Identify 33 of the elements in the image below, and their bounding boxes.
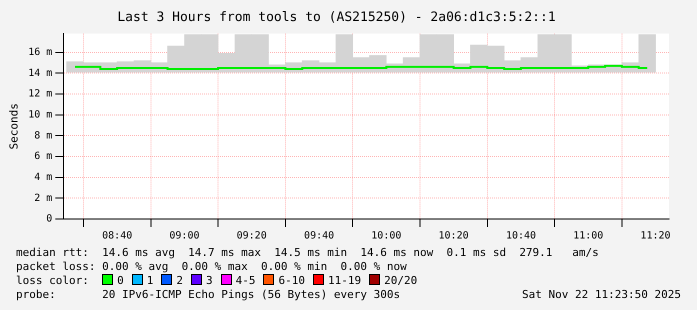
text: 20/20 bbox=[384, 274, 418, 287]
x-tick-label: 10:00 bbox=[371, 230, 402, 242]
y-tick-label: 0 bbox=[46, 214, 52, 225]
y-tick-label: 4 m bbox=[34, 172, 52, 183]
text: median rtt: 14.6 ms avg 14.7 ms max 14.5 ms min 14.6 ms now 0.1 ms sd 279.1 am/s bbox=[16, 246, 599, 260]
y-tick-label: 14 m bbox=[28, 68, 52, 79]
y-tick-label: 2 m bbox=[34, 192, 52, 204]
x-tick-label: 11:20 bbox=[640, 230, 671, 242]
text: 3 bbox=[206, 274, 213, 287]
text: 1 bbox=[146, 274, 154, 287]
y-axis-title: Seconds bbox=[7, 103, 20, 150]
text: 2 bbox=[176, 274, 183, 287]
x-tick-label: 10:40 bbox=[506, 230, 536, 242]
text: 11-19 bbox=[328, 274, 362, 287]
y-tick-label: 6 m bbox=[34, 151, 52, 162]
text: Sat Nov 22 11:23:50 2025 bbox=[522, 288, 681, 302]
x-tick-label: 09:00 bbox=[169, 230, 200, 242]
y-tick-label: 10 m bbox=[28, 109, 52, 120]
x-tick-label: 08:40 bbox=[102, 230, 132, 242]
x-tick-label: 09:40 bbox=[304, 230, 334, 242]
y-tick-label: 16 m bbox=[28, 46, 52, 58]
text: 4-5 bbox=[236, 274, 256, 287]
text: packet loss: 0.00 % avg 0.00 % max 0.00 % min 0.00 % now bbox=[16, 260, 407, 274]
x-tick-label: 10:20 bbox=[438, 230, 469, 242]
x-tick-label: 09:20 bbox=[236, 230, 267, 242]
text: 6-10 bbox=[278, 274, 305, 287]
chart-title: Last 3 Hours from tools to (AS215250) - 2a06:d1c3:5:2::1 bbox=[117, 10, 556, 26]
y-tick-label: 12 m bbox=[28, 88, 52, 100]
text: 0 bbox=[117, 274, 124, 287]
x-tick-label: 11:00 bbox=[573, 230, 604, 242]
text: probe: 20 IPv6-ICMP Echo Pings (56 Bytes) every 300s bbox=[16, 288, 400, 301]
y-tick-label: 8 m bbox=[34, 130, 52, 142]
text: loss color: bbox=[16, 274, 90, 287]
